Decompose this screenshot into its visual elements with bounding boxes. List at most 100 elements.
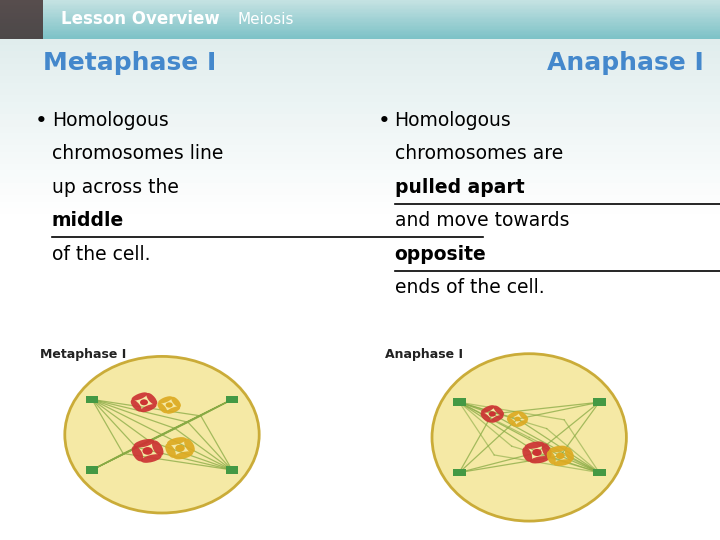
Bar [0,8,720,9]
Bar [0,453,720,458]
Ellipse shape [518,411,528,421]
Bar [0,6,720,8]
Bar [0,308,720,314]
Bar [593,469,606,476]
Bar [0,3,720,4]
Ellipse shape [132,393,148,401]
Ellipse shape [564,447,574,461]
Bar [0,534,720,540]
Text: chromosomes are: chromosomes are [395,144,563,163]
Bar [0,0,43,39]
Bar [0,509,720,515]
Bar [0,145,720,152]
Bar [0,32,720,33]
Bar [0,340,720,346]
Ellipse shape [554,459,572,466]
Bar [0,58,720,64]
Ellipse shape [549,446,567,453]
Text: up across the: up across the [52,178,179,197]
Bar [0,30,720,31]
Text: •: • [35,111,48,131]
Bar [0,171,720,177]
Bar [0,9,720,10]
Bar [0,152,720,158]
Bar [0,265,720,271]
Ellipse shape [522,447,532,462]
Bar [0,177,720,183]
Ellipse shape [140,404,156,412]
Bar [0,302,720,308]
Bar [0,515,720,521]
Text: ends of the cell.: ends of the cell. [395,278,544,297]
Bar [0,490,720,496]
Bar [0,421,720,427]
Bar [0,528,720,534]
Bar [0,35,720,36]
Bar [453,469,466,476]
Bar [0,283,720,289]
Bar [0,4,720,5]
Bar [0,22,720,23]
Bar [0,214,720,220]
Bar [0,14,720,16]
Ellipse shape [175,444,185,452]
Bar [0,465,720,471]
Bar [86,466,99,474]
Bar [0,29,720,30]
Bar [0,114,720,120]
Ellipse shape [140,400,148,405]
Ellipse shape [158,403,167,413]
Bar [0,25,720,26]
Bar [0,164,720,171]
Bar [0,440,720,446]
Bar [0,208,720,214]
Ellipse shape [141,454,161,463]
Bar [0,108,720,114]
Ellipse shape [184,438,195,453]
Bar [0,18,720,19]
Ellipse shape [146,393,157,405]
Bar [0,39,720,45]
Bar [0,64,720,70]
Ellipse shape [532,449,541,456]
Ellipse shape [143,447,153,455]
Bar [0,352,720,359]
Bar [0,23,720,25]
Bar [0,408,720,415]
Ellipse shape [508,411,520,418]
Ellipse shape [174,451,193,460]
Bar [225,396,238,403]
Ellipse shape [546,451,556,464]
Text: chromosomes line: chromosomes line [52,144,223,163]
Bar [0,26,720,27]
Bar [0,139,720,145]
Text: pulled apart: pulled apart [395,178,524,197]
Ellipse shape [166,402,173,408]
Bar [0,258,720,265]
Ellipse shape [489,411,496,417]
Bar [0,496,720,502]
Bar [0,183,720,189]
Bar [0,446,720,453]
Ellipse shape [493,406,504,416]
Bar [0,296,720,302]
Bar [0,521,720,528]
Bar [0,484,720,490]
Bar [0,371,720,377]
Bar [0,277,720,283]
Bar [0,126,720,133]
Bar [0,10,720,12]
Bar [0,27,720,29]
Bar [0,220,720,227]
Ellipse shape [525,442,544,449]
Bar [0,31,720,32]
Bar [0,195,720,202]
Ellipse shape [131,400,142,411]
Bar [0,38,720,39]
Bar [0,13,720,14]
Text: Homologous: Homologous [395,111,511,130]
Bar [0,77,720,83]
Bar [86,396,99,403]
Bar [225,466,238,474]
Bar [0,434,720,440]
